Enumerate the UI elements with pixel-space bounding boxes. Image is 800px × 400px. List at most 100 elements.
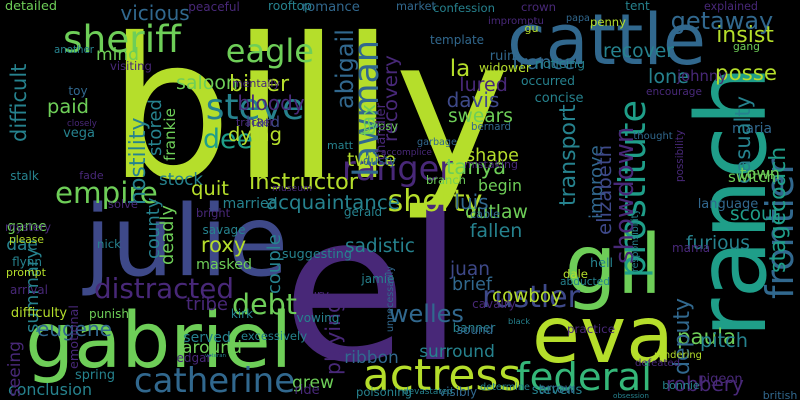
word: gil [564,218,663,313]
word: mentally [232,77,280,90]
word: veteran [205,352,226,359]
word: served [183,330,231,346]
word: branch [426,172,466,187]
word: gu [524,22,539,35]
word: template [430,33,485,47]
word: solve [108,197,138,212]
word: sadistic [345,235,415,257]
word: ride [294,383,320,398]
word: ranger [342,149,453,189]
word: stored [145,98,166,156]
word: nick [97,237,121,252]
word: abducted [560,275,610,289]
word: shape [466,146,519,167]
word: stalk [10,169,39,183]
word: crown [521,0,556,14]
word: devastated [403,387,453,398]
word: obsession [613,390,649,400]
word: robbery [666,371,744,396]
word: bright [196,206,231,221]
word: emotional [66,305,82,369]
word: determine [480,381,530,393]
word: responsibility [629,209,641,272]
word: rooftop [268,0,312,14]
word: encourage [646,85,702,98]
word: game [7,218,47,235]
word: thought [633,131,673,142]
word: vowing [296,311,340,325]
word: paid [47,94,89,118]
word: roxy [200,233,247,257]
word: hell [590,256,614,272]
word: davis [446,88,500,112]
word: spring [75,368,116,384]
word: federal [516,354,652,400]
word: savage [202,223,246,237]
word: practice [567,322,616,337]
word: quit [191,176,229,200]
word: elizabeth [593,144,617,235]
word: lone [648,64,689,88]
word: empire [55,176,158,211]
word: impromptu [488,15,544,27]
word: el [282,171,464,400]
word: debt [232,288,297,322]
word: surround [419,342,495,362]
word: dee [203,124,253,156]
word: british [762,389,798,400]
word: bitter [229,71,290,97]
word: actress [362,350,522,400]
word: stevens [531,383,583,398]
word: cavalry [472,297,516,311]
word: difficulty [10,306,68,321]
word: kirk [230,307,254,321]
word: town [740,163,780,183]
word: tracker [236,115,274,129]
word: swears [448,106,513,128]
word: eugene [37,317,112,341]
word: museum [272,182,312,194]
word: sound [456,323,494,337]
word: getaway [670,7,774,35]
word: arrow [538,382,576,397]
word: paula [677,325,737,351]
word: grew [292,372,334,393]
word: ribbon [344,348,399,368]
word: around [182,338,242,358]
word: posse [715,61,778,87]
word: jamie [361,272,395,286]
word: vicious [120,1,190,25]
word: explained [704,0,758,13]
word: cable [470,208,500,222]
word: dale [563,266,588,281]
word: recover [603,40,675,62]
word: france [512,50,576,74]
word: garbage [417,137,457,149]
word: fallen [469,220,523,242]
word: catherine [133,361,296,400]
word: possibility [673,130,686,182]
word: begin [478,176,522,196]
word: brief [452,275,492,296]
word: johnny [677,68,728,86]
word: vega [63,126,96,141]
word: ruin [489,49,516,64]
word: dusty [362,154,397,168]
word: bloody [237,91,305,115]
word: twice [347,150,397,172]
word: eagle [225,32,314,70]
word: another [54,44,94,56]
word: widower [479,60,531,76]
word: tribe [186,293,228,315]
word: noticing [535,56,586,72]
word: la [449,56,471,82]
word: mystery [5,221,51,235]
word: unnecessarily [385,266,397,332]
word: gerald [343,205,383,219]
word: market [396,0,436,13]
word: papa [566,12,590,24]
word: stock [159,170,204,190]
word: suggesting [282,246,352,262]
word: gypsy [364,119,399,134]
word: sheriff [63,17,181,62]
